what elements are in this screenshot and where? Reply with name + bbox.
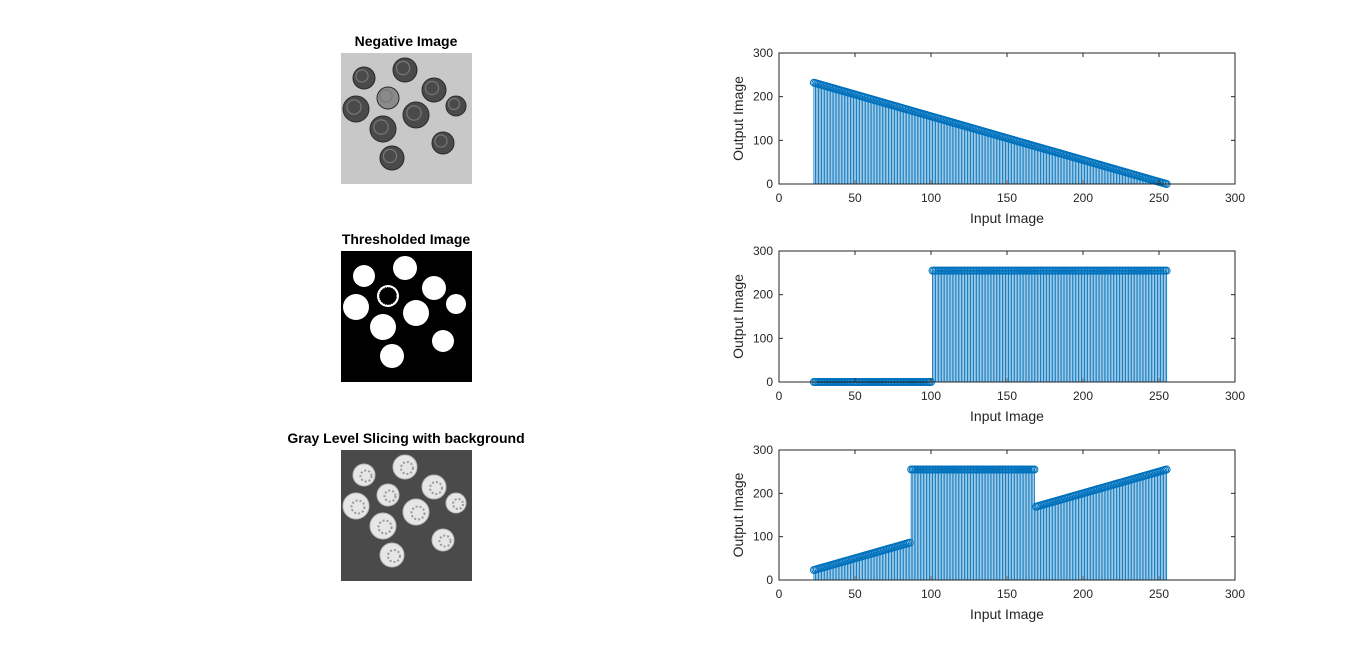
y-tick-label: 300 [753, 244, 773, 258]
x-tick-label: 100 [921, 389, 941, 403]
x-axis-label: Input Image [970, 210, 1044, 226]
stems [809, 465, 1171, 580]
y-axis-label: Output Image [730, 274, 746, 359]
y-tick-label: 300 [753, 46, 773, 60]
y-tick-label: 300 [753, 443, 773, 457]
x-tick-label: 150 [997, 389, 1017, 403]
negative-image [341, 53, 472, 184]
x-tick-label: 50 [848, 191, 862, 205]
x-axis-label: Input Image [970, 408, 1044, 424]
x-tick-label: 0 [776, 389, 783, 403]
y-axis-label: Output Image [730, 76, 746, 161]
stem-plot-negative: 0 50 100 150 200 250 300 0 100 200 300 Input Image O… [730, 46, 1245, 226]
stem-marker [1030, 465, 1039, 474]
thresholded-image [341, 251, 472, 382]
x-tick-label: 150 [997, 587, 1017, 601]
y-tick-label: 200 [753, 288, 773, 302]
x-tick-label: 200 [1073, 587, 1093, 601]
stem-plot-threshold: 0 50 100 150 200 250 300 0 100 200 300 Input Image O… [730, 244, 1245, 424]
thresholded-image-title: Thresholded Image [341, 231, 471, 247]
x-tick-label: 250 [1149, 191, 1169, 205]
stems [809, 78, 1171, 188]
x-tick-label: 200 [1073, 389, 1093, 403]
x-axis-label: Input Image [970, 606, 1044, 622]
stems [809, 266, 1171, 386]
x-tick-label: 250 [1149, 389, 1169, 403]
x-tick-label: 300 [1225, 587, 1245, 601]
negative-image-title: Negative Image [354, 33, 458, 49]
y-tick-label: 0 [766, 375, 773, 389]
y-tick-label: 100 [753, 530, 773, 544]
y-axis-label: Output Image [730, 472, 746, 557]
x-tick-label: 50 [848, 389, 862, 403]
stem-marker [1162, 465, 1171, 474]
stem-marker [905, 538, 914, 547]
y-tick-label: 0 [766, 177, 773, 191]
x-tick-label: 300 [1225, 191, 1245, 205]
x-tick-label: 0 [776, 587, 783, 601]
x-tick-label: 200 [1073, 191, 1093, 205]
x-tick-label: 50 [848, 587, 862, 601]
stem-plot-slicing: 0 50 100 150 200 250 300 0 100 200 300 Input Image O… [730, 443, 1245, 622]
gray-level-slicing-image [341, 450, 472, 581]
y-tick-label: 100 [753, 133, 773, 147]
y-tick-label: 200 [753, 486, 773, 500]
x-tick-label: 100 [921, 191, 941, 205]
x-tick-label: 0 [776, 191, 783, 205]
x-tick-label: 300 [1225, 389, 1245, 403]
y-tick-label: 0 [766, 573, 773, 587]
stem-marker [1162, 266, 1171, 275]
y-tick-label: 200 [753, 90, 773, 104]
x-tick-label: 150 [997, 191, 1017, 205]
x-tick-label: 250 [1149, 587, 1169, 601]
y-tick-label: 100 [753, 331, 773, 345]
gray-level-slicing-title: Gray Level Slicing with background [287, 430, 525, 446]
x-tick-label: 100 [921, 587, 941, 601]
